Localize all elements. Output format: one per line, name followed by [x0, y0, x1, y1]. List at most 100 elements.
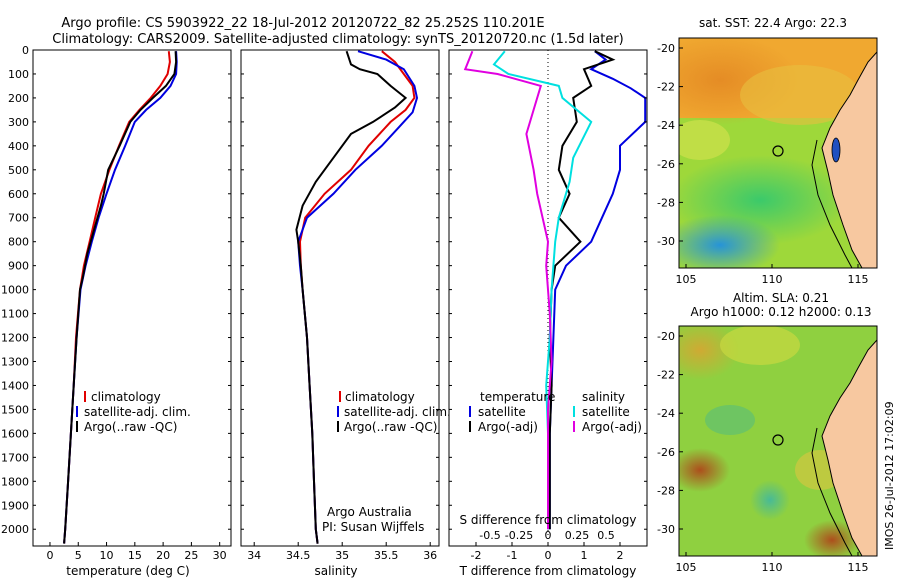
x-tick-label: 34.5: [286, 549, 311, 562]
s-tick-label: 0.25: [565, 529, 590, 542]
depth-tick-label: 900: [8, 260, 29, 273]
series-line: [63, 51, 178, 544]
temperature-xlabel: temperature (deg C): [66, 564, 189, 578]
map-sla: -20 -22 -24 -26 -28 -30 105 110 115: [657, 325, 878, 574]
x-tick-label: 35.5: [374, 549, 399, 562]
legend-s-argo: Argo(-adj): [582, 420, 642, 434]
argo-position-marker: [772, 434, 784, 446]
s-difference-label: S difference from climatology: [460, 513, 637, 527]
legend-s-satellite: satellite: [582, 405, 630, 419]
panel-salinity: 34 34.5 35 35.5 36 salinity climatology sate…: [240, 49, 451, 578]
depth-tick-label: 400: [8, 140, 29, 153]
map-sst: -20 -22 -24 -26 -28 -30 105 110 115: [657, 37, 878, 286]
legend-argo: Argo(..raw -QC): [344, 420, 437, 434]
x-tick-label: 15: [128, 549, 142, 562]
depth-tick-label: 300: [8, 116, 29, 129]
temperature-x-ticks: 0 5 10 15 20 25 30: [46, 542, 227, 562]
lon-tick-label: 110: [762, 561, 783, 574]
annotation-pi: PI: Susan Wijffels: [322, 520, 424, 534]
map-sla-lat-ticks: -20 -22 -24 -26 -28 -30: [657, 330, 683, 536]
temperature-axes: [32, 49, 232, 547]
depth-tick-label: 1400: [1, 379, 29, 392]
lon-tick-label: 105: [676, 273, 697, 286]
x-tick-label: 30: [213, 549, 227, 562]
legend-t-argo: Argo(-adj): [478, 420, 538, 434]
legend-t-satellite: satellite: [478, 405, 526, 419]
lon-tick-label: 115: [848, 273, 869, 286]
lat-tick-label: -20: [657, 330, 675, 343]
lon-tick-label: 115: [848, 561, 869, 574]
x-tick-label: 35: [335, 549, 349, 562]
map-sst-lat-ticks: -20 -22 -24 -26 -28 -30: [657, 42, 683, 248]
lat-tick-label: -20: [657, 42, 675, 55]
s-tick-label: -0.5: [479, 529, 500, 542]
map-sst-lon-ticks: 105 110 115: [676, 264, 869, 286]
lat-tick-label: -30: [657, 523, 675, 536]
salinity-difference-ticks: -0.5 -0.25 0 0.25 0.5: [479, 529, 614, 542]
land: [821, 326, 877, 556]
lat-tick-label: -22: [657, 81, 675, 94]
difference-lines: [449, 49, 647, 530]
salinity-xlabel: salinity: [314, 564, 357, 578]
lat-tick-label: -26: [657, 446, 675, 459]
s-tick-label: 0.5: [597, 529, 615, 542]
difference-x-ticks: -2 -1 0 1 2: [471, 542, 624, 562]
depth-tick-label: 1100: [1, 308, 29, 321]
depth-tick-label: 100: [8, 68, 29, 81]
depth-tick-label: 600: [8, 188, 29, 201]
x-tick-label: -1: [507, 549, 518, 562]
s-tick-label: -0.25: [505, 529, 533, 542]
x-tick-label: -2: [471, 549, 482, 562]
legend-argo: Argo(..raw -QC): [84, 420, 177, 434]
lat-tick-label: -30: [657, 235, 675, 248]
panel-temperature: 0100200300400500600700800900100011001200…: [1, 44, 232, 578]
lon-tick-label: 110: [762, 273, 783, 286]
salinity-x-ticks: 34 34.5 35 35.5 36: [247, 542, 437, 562]
lon-tick-label: 105: [676, 561, 697, 574]
x-tick-label: 20: [156, 549, 170, 562]
difference-legend: temperature satellite Argo(-adj) salinit…: [469, 390, 642, 434]
x-tick-label: 10: [100, 549, 114, 562]
series-line: [463, 50, 553, 530]
legend-salinity-title: salinity: [582, 390, 625, 404]
depth-tick-label: 200: [8, 92, 29, 105]
lat-tick-label: -26: [657, 158, 675, 171]
series-line: [492, 50, 593, 530]
salinity-legend: climatology satellite-adj. clim. Argo(..…: [337, 390, 451, 434]
depth-tick-label: 1800: [1, 475, 29, 488]
t-difference-label: T difference from climatology: [459, 564, 637, 578]
annotation-argo-australia: Argo Australia: [327, 505, 412, 519]
depth-tick-label: 1700: [1, 451, 29, 464]
x-tick-label: 5: [75, 549, 82, 562]
temperature-legend: climatology satellite-adj. clim. Argo(..…: [76, 390, 191, 434]
x-tick-label: 25: [184, 549, 198, 562]
map-sla-title-1: Altim. SLA: 0.21: [733, 291, 829, 305]
lat-tick-label: -24: [657, 407, 675, 420]
legend-climatology: climatology: [345, 390, 415, 404]
series-line: [548, 50, 647, 530]
depth-tick-label: 800: [8, 236, 29, 249]
depth-tick-label: 1900: [1, 499, 29, 512]
x-tick-label: 1: [581, 549, 588, 562]
map-sla-title-2: Argo h1000: 0.12 h2000: 0.13: [691, 305, 872, 319]
x-tick-label: 34: [247, 549, 261, 562]
legend-satellite-adj: satellite-adj. clim.: [344, 405, 451, 419]
legend-satellite-adj: satellite-adj. clim.: [84, 405, 191, 419]
lat-tick-label: -22: [657, 369, 675, 382]
header-line-1: Argo profile: CS 5903922_22 18-Jul-2012 …: [61, 16, 544, 31]
x-tick-label: 36: [423, 549, 437, 562]
x-tick-label: 2: [617, 549, 624, 562]
legend-temperature-title: temperature: [480, 390, 555, 404]
depth-tick-label: 0: [22, 44, 29, 57]
depth-tick-label: 1000: [1, 284, 29, 297]
x-tick-label: 0: [46, 549, 53, 562]
map-sst-title: sat. SST: 22.4 Argo: 22.3: [699, 16, 847, 30]
argo-position-marker: [772, 145, 784, 157]
land: [821, 38, 877, 268]
depth-tick-label: 1600: [1, 427, 29, 440]
lat-tick-label: -28: [657, 484, 675, 497]
s-tick-label: 0: [545, 529, 552, 542]
series-line: [295, 50, 408, 544]
salinity-axes: [240, 49, 440, 547]
